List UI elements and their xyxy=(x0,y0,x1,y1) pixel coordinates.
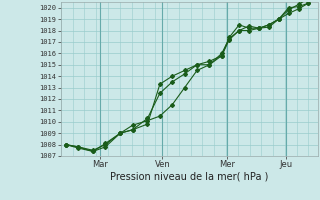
X-axis label: Pression niveau de la mer( hPa ): Pression niveau de la mer( hPa ) xyxy=(110,172,269,182)
